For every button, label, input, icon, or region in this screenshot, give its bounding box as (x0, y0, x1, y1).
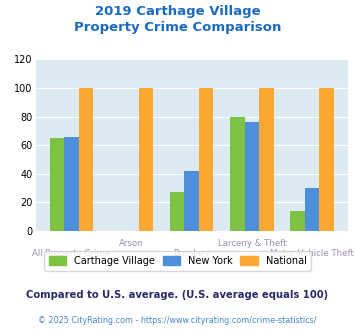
Bar (290, 211, 305, 231)
Text: Motor Vehicle Theft: Motor Vehicle Theft (270, 249, 354, 258)
Bar (78, 88, 93, 231)
Bar (199, 88, 213, 231)
Bar (259, 88, 274, 231)
Text: Property Crime Comparison: Property Crime Comparison (74, 21, 281, 34)
Bar (50, 138, 64, 231)
Bar (319, 88, 334, 231)
Text: Arson: Arson (119, 239, 144, 248)
Text: Compared to U.S. average. (U.S. average equals 100): Compared to U.S. average. (U.S. average … (26, 290, 329, 300)
Bar (64, 137, 78, 231)
Bar (139, 88, 153, 231)
Legend: Carthage Village, New York, National: Carthage Village, New York, National (44, 251, 311, 271)
Text: Burglary: Burglary (173, 249, 210, 258)
Bar (230, 116, 245, 231)
Text: All Property Crime: All Property Crime (32, 249, 110, 258)
Bar (185, 171, 199, 231)
Bar (245, 122, 259, 231)
Text: 2019 Carthage Village: 2019 Carthage Village (95, 5, 260, 18)
Text: © 2025 CityRating.com - https://www.cityrating.com/crime-statistics/: © 2025 CityRating.com - https://www.city… (38, 316, 317, 325)
Bar (170, 192, 185, 231)
Text: Larceny & Theft: Larceny & Theft (218, 239, 286, 248)
Bar (305, 188, 319, 231)
